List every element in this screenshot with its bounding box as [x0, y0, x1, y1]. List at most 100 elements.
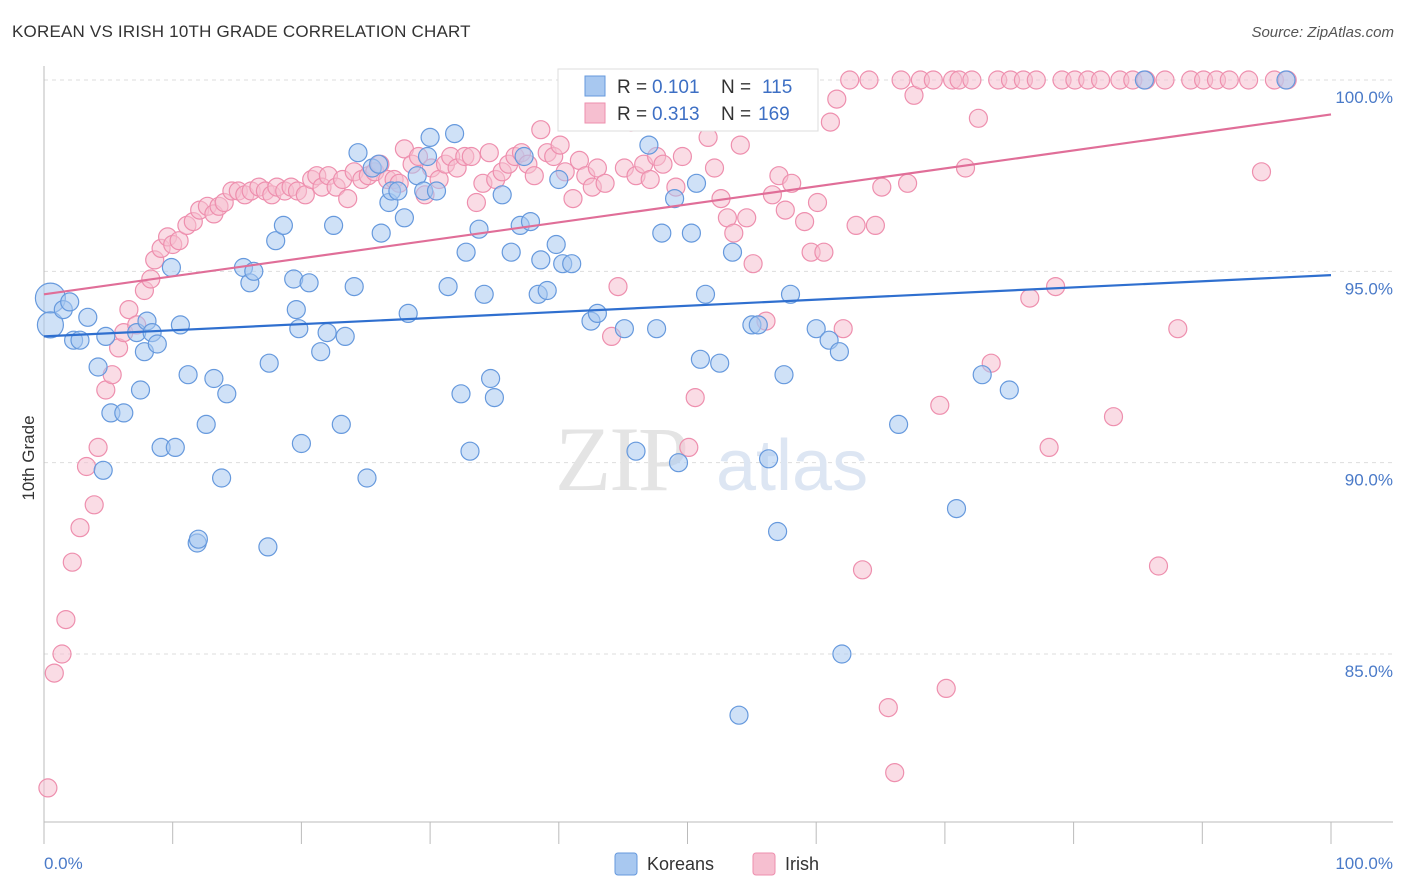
korean-point: [767, 521, 788, 542]
chart-title: KOREAN VS IRISH 10TH GRADE CORRELATION C…: [12, 22, 471, 41]
korean-point: [114, 403, 134, 423]
koreans-n-label: N =: [721, 77, 751, 98]
y-axis-title: 10th Grade: [19, 415, 38, 500]
korean-point: [286, 300, 306, 320]
korean-point: [451, 384, 471, 404]
korean-point: [388, 181, 408, 201]
legend-irish-label[interactable]: Irish: [785, 854, 819, 874]
irish-n-label: N =: [721, 104, 751, 125]
korean-point: [639, 135, 659, 155]
y-tick-labels: 85.0% 90.0% 95.0% 100.0%: [1335, 88, 1393, 681]
irish-point: [550, 135, 570, 155]
korean-point: [259, 353, 279, 373]
axes: [43, 66, 1393, 844]
korean-point: [344, 277, 364, 297]
korean-point: [537, 280, 557, 301]
korean-point: [96, 326, 116, 346]
koreans-n-value: 115: [762, 77, 792, 98]
watermark-atlas: atlas: [716, 426, 868, 506]
irish-trend-line: [43, 113, 1332, 296]
korean-point: [492, 185, 512, 205]
irish-point: [608, 277, 628, 297]
korean-point: [299, 273, 319, 293]
legend-irish-swatch[interactable]: [752, 852, 776, 876]
irish-point: [169, 231, 189, 251]
irish-point: [775, 200, 795, 220]
irish-point: [1103, 407, 1124, 427]
irish-point: [338, 189, 358, 209]
korean-point: [204, 368, 224, 389]
irish-point: [827, 89, 847, 109]
korean-point: [417, 146, 438, 167]
korean-point: [36, 311, 65, 339]
x-tick-label-min: 0.0%: [44, 854, 83, 873]
korean-point: [531, 250, 551, 270]
irish-point: [1045, 277, 1066, 297]
irish-r-label: R =: [617, 104, 647, 125]
korean-point: [710, 353, 730, 373]
irish-point: [820, 112, 841, 132]
korean-point: [1134, 70, 1155, 90]
korean-point: [165, 437, 185, 457]
irish-point: [1039, 437, 1059, 457]
irish-point: [930, 395, 950, 415]
irish-point: [1219, 70, 1239, 90]
korean-point: [266, 231, 286, 251]
korean-point: [369, 154, 389, 174]
korean-point: [626, 441, 646, 461]
irish-point: [1026, 70, 1046, 90]
y-tick-label: 95.0%: [1345, 279, 1393, 298]
irish-point: [782, 173, 802, 193]
korean-point: [999, 380, 1019, 400]
stats-legend-box: R = 0.101 N = 115 R = 0.313 N = 169: [557, 68, 819, 132]
korean-point: [549, 169, 569, 190]
korean-point: [758, 449, 779, 469]
irish-point: [672, 146, 693, 167]
korean-point: [729, 705, 749, 725]
korean-point: [188, 529, 208, 549]
source-credit: Source: ZipAtlas.com: [1251, 24, 1394, 41]
y-tick-label: 100.0%: [1335, 88, 1393, 107]
watermark-zip: ZIP: [555, 408, 687, 510]
irish-point: [936, 678, 956, 699]
koreans-r-value: 0.101: [652, 77, 700, 98]
series-legend: Koreans Irish: [614, 852, 819, 876]
irish-point: [44, 663, 64, 683]
irish-point: [724, 223, 744, 243]
irish-point: [524, 166, 544, 186]
korean-point: [780, 284, 801, 304]
irish-point: [76, 456, 97, 477]
irish-point: [743, 254, 763, 274]
korean-point: [484, 388, 504, 408]
irish-point: [833, 319, 853, 339]
korean-point: [291, 433, 311, 454]
legend-koreans-label[interactable]: Koreans: [647, 854, 714, 874]
irish-point: [1020, 288, 1040, 308]
irish-point: [84, 495, 104, 515]
legend-koreans-swatch[interactable]: [614, 852, 638, 876]
koreans-trend-line: [43, 274, 1332, 338]
irish-point: [1090, 70, 1111, 90]
korean-point: [244, 261, 264, 281]
irish-point: [814, 242, 834, 262]
korean-point: [78, 307, 98, 327]
irish-point: [52, 644, 72, 664]
korean-point: [273, 215, 293, 235]
irish-point: [1251, 162, 1272, 182]
korean-point: [196, 414, 216, 434]
watermark: ZIP atlas: [555, 408, 868, 510]
korean-point: [258, 537, 278, 557]
korean-point: [161, 257, 181, 278]
irish-point: [119, 300, 139, 320]
korean-point: [481, 368, 501, 389]
korean-point: [774, 365, 794, 385]
irish-point: [962, 70, 982, 90]
y-tick-label: 90.0%: [1345, 471, 1393, 490]
korean-point: [546, 234, 566, 255]
korean-point: [829, 342, 850, 362]
korean-point: [690, 349, 711, 369]
irish-point: [923, 70, 943, 90]
korean-point: [1276, 70, 1296, 90]
korean-point: [335, 326, 355, 346]
